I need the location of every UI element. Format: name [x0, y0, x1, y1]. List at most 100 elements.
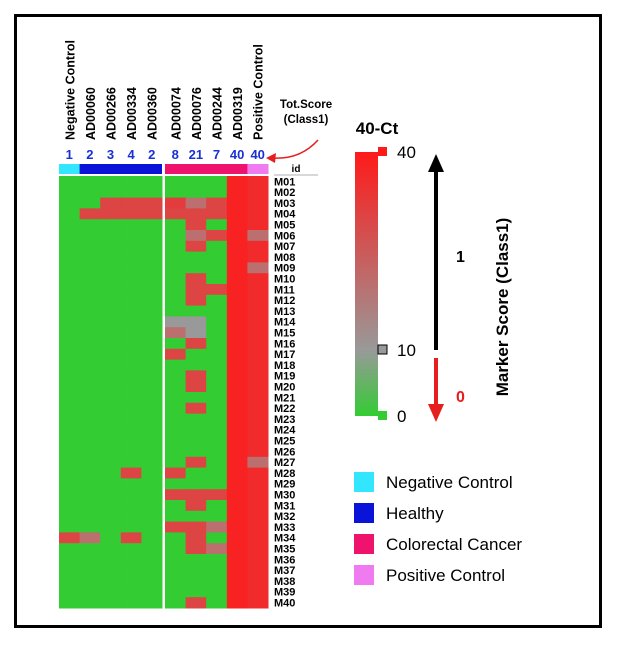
- heatmap-cell: [247, 489, 269, 501]
- heatmap-cell: [247, 586, 269, 598]
- row-label: M40: [274, 598, 295, 610]
- heatmap-cell: [100, 424, 122, 436]
- heatmap-cell: [100, 489, 122, 501]
- heatmap-cell: [226, 294, 248, 307]
- heatmap-cell: [141, 521, 163, 533]
- heatmap-cell: [165, 554, 187, 566]
- heatmap-cell: [165, 208, 187, 220]
- heatmap-cell: [79, 230, 101, 242]
- heatmap-cell: [226, 284, 248, 296]
- heatmap-cell: [247, 456, 269, 469]
- heatmap-cell: [79, 338, 101, 350]
- heatmap-cell: [185, 564, 207, 577]
- heatmap-cell: [247, 467, 269, 479]
- heatmap-cell: [79, 240, 101, 253]
- heatmap-cell: [185, 240, 207, 253]
- heatmap-cell: [226, 273, 248, 285]
- heatmap-cell: [79, 532, 101, 544]
- heatmap-cell: [79, 564, 101, 577]
- heatmap-cell: [120, 521, 142, 533]
- heatmap-cell: [247, 316, 269, 328]
- heatmap-cell: [206, 467, 228, 479]
- heatmap-cell: [79, 219, 101, 231]
- row-label: M18: [274, 360, 295, 372]
- heatmap-cell: [185, 510, 207, 523]
- heatmap-cell: [226, 532, 248, 544]
- heatmap-cell: [59, 219, 81, 231]
- heatmap-cell: [120, 478, 142, 490]
- heatmap-cell: [206, 251, 228, 263]
- heatmap-cell: [100, 521, 122, 533]
- heatmap-cell: [59, 597, 81, 609]
- heatmap-cell: [185, 413, 207, 425]
- heatmap-cell: [206, 489, 228, 501]
- heatmap-cell: [100, 413, 122, 425]
- heatmap-cell: [141, 305, 163, 317]
- heatmap-cell: [165, 284, 187, 296]
- heatmap-cell: [247, 510, 269, 523]
- heatmap-cell: [165, 575, 187, 587]
- group-bar-segment: [100, 164, 122, 174]
- heatmap-cell: [206, 446, 228, 458]
- heatmap-cell: [185, 348, 207, 361]
- row-label: M12: [274, 295, 295, 307]
- heatmap-cell: [79, 359, 101, 371]
- row-label: M09: [274, 263, 295, 275]
- heatmap-cell: [100, 327, 122, 339]
- heatmap-cell: [100, 338, 122, 350]
- heatmap-cell: [79, 402, 101, 415]
- heatmap-cell: [247, 208, 269, 220]
- heatmap-cell: [247, 230, 269, 242]
- heatmap-cell: [100, 381, 122, 393]
- heatmap-cell: [226, 251, 248, 263]
- heatmap-cell: [59, 392, 81, 404]
- heatmap-cell: [185, 532, 207, 544]
- heatmap-cell: [206, 284, 228, 296]
- heatmap-cell: [226, 413, 248, 425]
- heatmap-cell: [185, 392, 207, 404]
- heatmap-cell: [100, 305, 122, 317]
- group-divider: [162, 164, 165, 608]
- column-label: Positive Control: [252, 44, 266, 140]
- heatmap-cell: [247, 532, 269, 544]
- heatmap-cell: [79, 294, 101, 307]
- heatmap-cell: [206, 575, 228, 587]
- legend-label: Healthy: [386, 504, 444, 523]
- heatmap-cell: [79, 176, 101, 188]
- heatmap-cell: [165, 478, 187, 490]
- heatmap-cell: [120, 500, 142, 512]
- heatmap-cell: [100, 543, 122, 555]
- heatmap-cell: [165, 240, 187, 253]
- heatmap-cell: [141, 316, 163, 328]
- heatmap-cell: [141, 240, 163, 253]
- heatmap-cell: [79, 284, 101, 296]
- heatmap-cell: [247, 338, 269, 350]
- heatmap-cell: [247, 176, 269, 188]
- heatmap-cell: [120, 402, 142, 415]
- heatmap-cell: [206, 316, 228, 328]
- heatmap-cell: [141, 273, 163, 285]
- heatmap-cell: [247, 327, 269, 339]
- row-label: M13: [274, 306, 295, 318]
- heatmap-cell: [141, 348, 163, 361]
- group-bar-segment: [165, 164, 187, 174]
- heatmap-cell: [247, 186, 269, 199]
- heatmap-cell: [206, 564, 228, 577]
- heatmap-cell: [120, 305, 142, 317]
- group-bar-segment: [59, 164, 81, 174]
- heatmap-cell: [165, 543, 187, 555]
- heatmap-cell: [247, 435, 269, 447]
- heatmap-cell: [59, 586, 81, 598]
- heatmap-cell: [120, 554, 142, 566]
- heatmap-cell: [79, 208, 101, 220]
- row-label: M06: [274, 230, 295, 242]
- row-label: M34: [274, 533, 296, 545]
- heatmap-cell: [206, 586, 228, 598]
- heatmap-cell: [120, 327, 142, 339]
- heatmap-cell: [120, 532, 142, 544]
- row-header: id: [292, 164, 301, 175]
- heatmap-cell: [120, 586, 142, 598]
- heatmap-cell: [100, 197, 122, 209]
- heatmap-cell: [120, 489, 142, 501]
- heatmap-cell: [185, 586, 207, 598]
